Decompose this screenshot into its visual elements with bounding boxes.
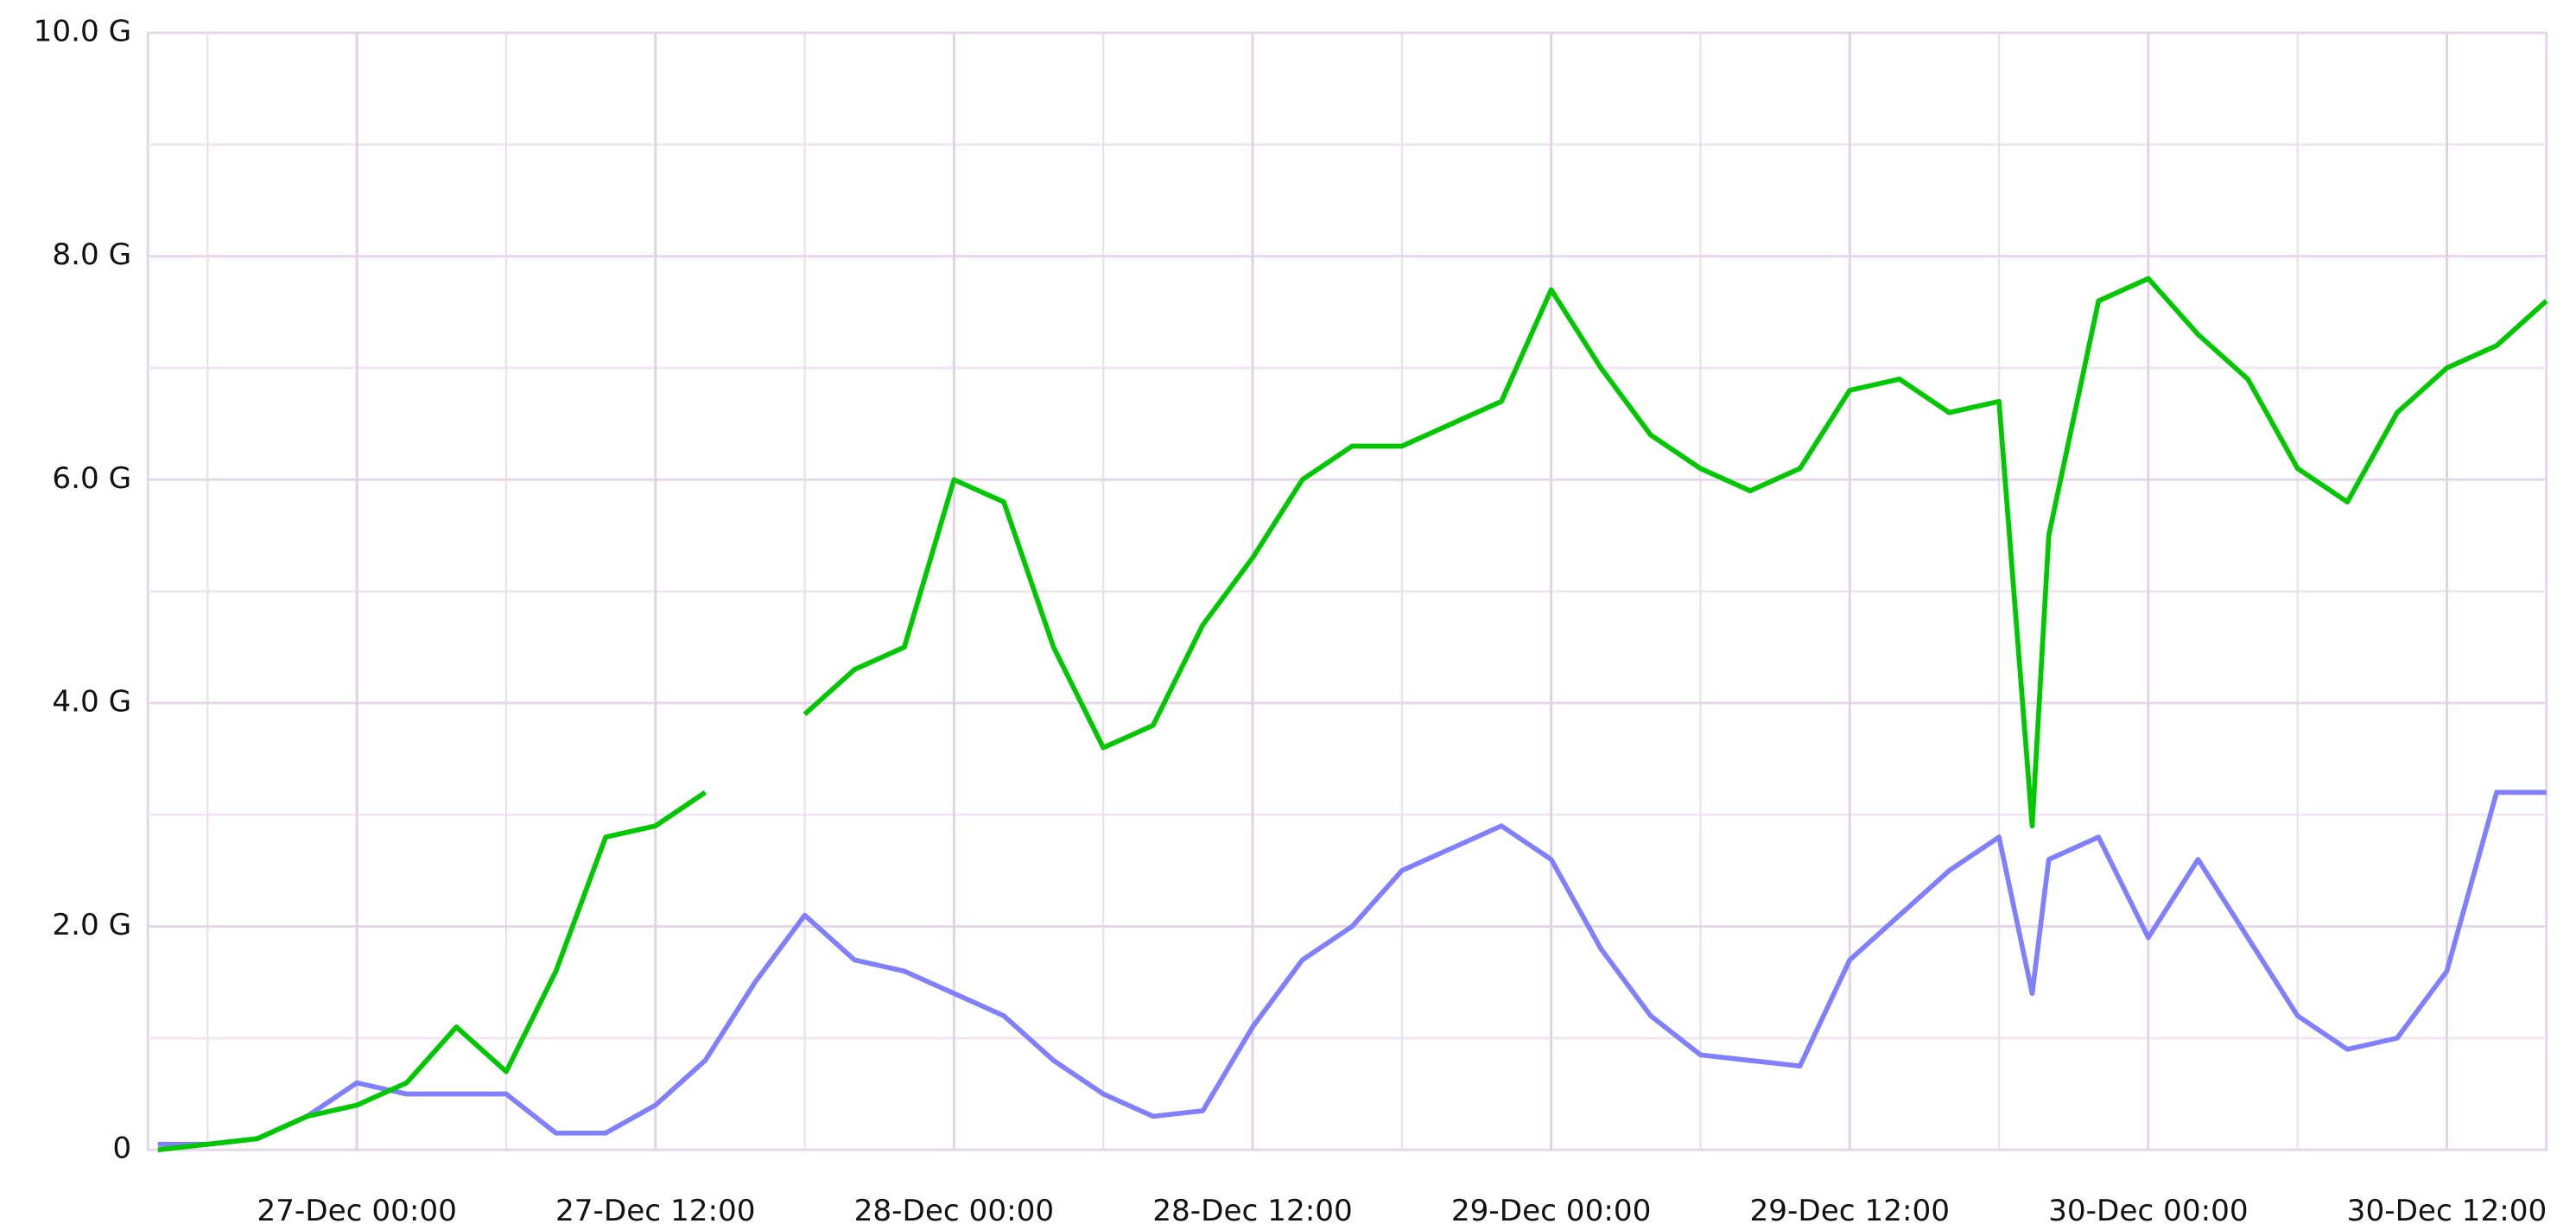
y-tick-label: 10.0 G [34, 15, 132, 49]
x-tick-label: 28-Dec 00:00 [854, 1194, 1055, 1228]
x-tick-label: 29-Dec 12:00 [1749, 1194, 1950, 1228]
y-tick-label: 2.0 G [52, 908, 131, 942]
x-tick-label: 28-Dec 12:00 [1152, 1194, 1353, 1228]
x-tick-label: 27-Dec 00:00 [257, 1194, 457, 1228]
data-line [803, 276, 2548, 829]
data-line [157, 789, 2547, 1147]
x-tick-label: 30-Dec 12:00 [2347, 1194, 2547, 1228]
x-tick-label: 27-Dec 12:00 [555, 1194, 756, 1228]
y-tick-label: 8.0 G [52, 238, 131, 272]
x-tick-label: 30-Dec 00:00 [2048, 1194, 2249, 1228]
y-tick-label: 4.0 G [52, 684, 131, 719]
x-tick-label: 29-Dec 00:00 [1451, 1194, 1652, 1228]
y-tick-label: 0 [112, 1132, 131, 1166]
y-tick-label: 6.0 G [52, 461, 131, 496]
data-line [157, 790, 707, 1153]
